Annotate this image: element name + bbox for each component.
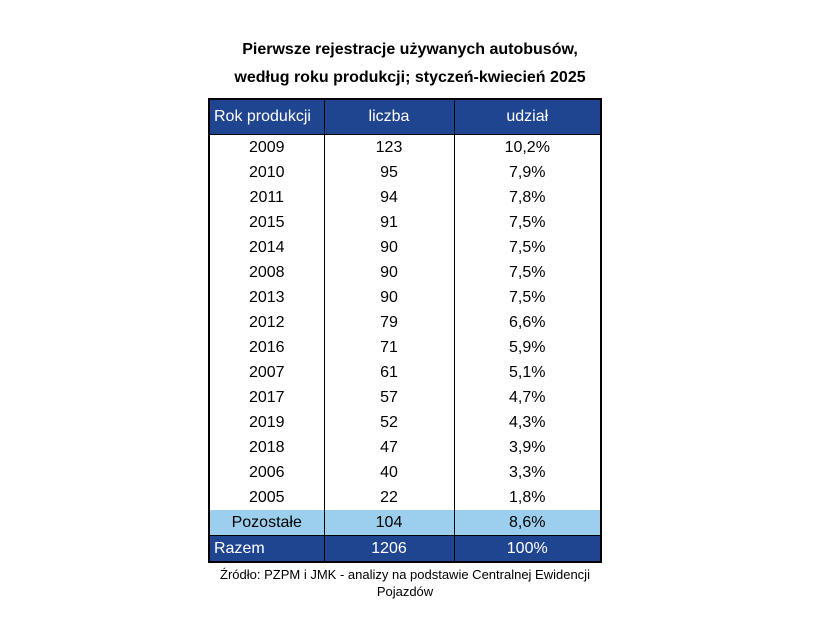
- year-cell: 2018: [208, 435, 325, 460]
- total-label: Razem: [208, 535, 325, 562]
- year-cell: 2014: [208, 235, 325, 260]
- count-cell: 95: [323, 160, 455, 185]
- total-share: 100%: [453, 535, 602, 562]
- other-share: 8,6%: [453, 510, 602, 536]
- table-row: 2019 52 4,3%: [208, 410, 602, 435]
- table-row: 2013 90 7,5%: [208, 285, 602, 310]
- table-row: 2006 40 3,3%: [208, 460, 602, 485]
- count-cell: 61: [323, 360, 455, 385]
- registrations-table: Rok produkcji liczba udział 2009 123 10,2%…: [208, 98, 602, 563]
- share-cell: 7,5%: [453, 260, 602, 285]
- header-count: liczba: [323, 98, 455, 135]
- share-cell: 10,2%: [453, 134, 602, 160]
- share-cell: 7,5%: [453, 235, 602, 260]
- header-year: Rok produkcji: [208, 98, 325, 135]
- year-cell: 2007: [208, 360, 325, 385]
- share-cell: 4,7%: [453, 385, 602, 410]
- share-cell: 7,5%: [453, 285, 602, 310]
- share-cell: 7,5%: [453, 210, 602, 235]
- year-cell: 2017: [208, 385, 325, 410]
- table-title: Pierwsze rejestracje używanych autobusów…: [0, 36, 820, 92]
- share-cell: 7,9%: [453, 160, 602, 185]
- count-cell: 91: [323, 210, 455, 235]
- table-row: 2017 57 4,7%: [208, 385, 602, 410]
- count-cell: 123: [323, 134, 455, 160]
- count-cell: 90: [323, 260, 455, 285]
- table-row: 2008 90 7,5%: [208, 260, 602, 285]
- year-cell: 2019: [208, 410, 325, 435]
- table-row: 2012 79 6,6%: [208, 310, 602, 335]
- title-line-2: według roku produkcji; styczeń-kwiecień …: [234, 69, 586, 86]
- other-label: Pozostałe: [208, 510, 325, 536]
- count-cell: 57: [323, 385, 455, 410]
- table-row: 2007 61 5,1%: [208, 360, 602, 385]
- count-cell: 22: [323, 485, 455, 510]
- year-cell: 2009: [208, 134, 325, 160]
- count-cell: 40: [323, 460, 455, 485]
- count-cell: 94: [323, 185, 455, 210]
- year-cell: 2010: [208, 160, 325, 185]
- share-cell: 6,6%: [453, 310, 602, 335]
- share-cell: 5,1%: [453, 360, 602, 385]
- year-cell: 2006: [208, 460, 325, 485]
- title-line-1: Pierwsze rejestracje używanych autobusów…: [242, 41, 578, 58]
- table-row: 2014 90 7,5%: [208, 235, 602, 260]
- share-cell: 5,9%: [453, 335, 602, 360]
- year-cell: 2012: [208, 310, 325, 335]
- share-cell: 3,9%: [453, 435, 602, 460]
- count-cell: 79: [323, 310, 455, 335]
- count-cell: 71: [323, 335, 455, 360]
- source-line-2: Pojazdów: [376, 584, 434, 599]
- count-cell: 52: [323, 410, 455, 435]
- total-count: 1206: [323, 535, 455, 562]
- share-cell: 4,3%: [453, 410, 602, 435]
- year-cell: 2013: [208, 285, 325, 310]
- year-cell: 2005: [208, 485, 325, 510]
- table-row: 2005 22 1,8%: [208, 485, 602, 510]
- share-cell: 1,8%: [453, 485, 602, 510]
- year-cell: 2015: [208, 210, 325, 235]
- other-row: Pozostałe 104 8,6%: [208, 510, 602, 536]
- table-row: 2015 91 7,5%: [208, 210, 602, 235]
- total-row: Razem 1206 100%: [208, 535, 602, 562]
- other-count: 104: [323, 510, 455, 536]
- table-row: 2016 71 5,9%: [208, 335, 602, 360]
- header-row: Rok produkcji liczba udział: [208, 98, 602, 135]
- table-row: 2018 47 3,9%: [208, 435, 602, 460]
- source-note: Źródło: PZPM i JMK - analizy na podstawi…: [200, 566, 610, 600]
- share-cell: 7,8%: [453, 185, 602, 210]
- count-cell: 90: [323, 285, 455, 310]
- share-cell: 3,3%: [453, 460, 602, 485]
- table-row: 2011 94 7,8%: [208, 185, 602, 210]
- year-cell: 2016: [208, 335, 325, 360]
- table-row: 2009 123 10,2%: [208, 134, 602, 160]
- year-cell: 2008: [208, 260, 325, 285]
- count-cell: 90: [323, 235, 455, 260]
- year-cell: 2011: [208, 185, 325, 210]
- header-share: udział: [453, 98, 602, 135]
- count-cell: 47: [323, 435, 455, 460]
- source-line-1: Źródło: PZPM i JMK - analizy na podstawi…: [220, 567, 590, 582]
- table-row: 2010 95 7,9%: [208, 160, 602, 185]
